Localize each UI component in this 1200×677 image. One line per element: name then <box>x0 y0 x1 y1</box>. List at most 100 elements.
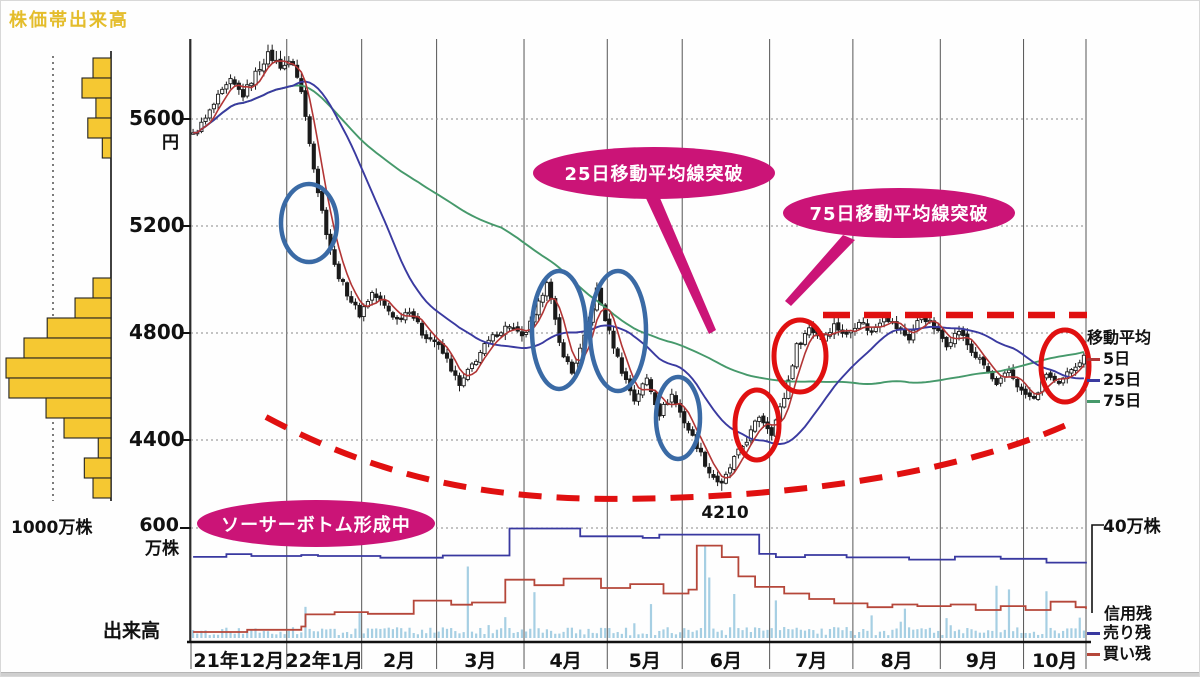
volume-bar <box>254 628 257 638</box>
candle-down <box>428 337 433 340</box>
volume-bar <box>433 632 436 638</box>
candle-down <box>320 190 325 211</box>
candle-down <box>395 316 400 320</box>
candle-up <box>744 441 749 446</box>
volume-bar <box>462 632 465 638</box>
volume-bar <box>903 608 907 638</box>
volume-bar <box>308 628 311 638</box>
candle-up <box>782 397 787 408</box>
candle-down <box>798 342 803 345</box>
candle-down <box>611 330 616 349</box>
candle-up <box>461 377 466 387</box>
volume-bar <box>803 630 807 638</box>
volume-bar <box>733 594 736 638</box>
month-label: 6月 <box>709 650 743 672</box>
volume-bar <box>824 634 827 638</box>
volume-bar <box>1049 627 1052 638</box>
volume-bar <box>953 631 956 638</box>
candle-up <box>265 51 271 65</box>
volume-bar <box>878 631 882 638</box>
annotation-pointers <box>644 191 855 334</box>
volume-bar <box>441 627 444 638</box>
volume-bar <box>924 629 927 638</box>
candle-up <box>948 342 953 347</box>
candle-down <box>561 342 566 358</box>
candle-down <box>419 322 425 336</box>
volume-bar <box>1020 632 1023 638</box>
candle-down <box>240 89 246 98</box>
candle-down <box>453 370 458 376</box>
volume-bar <box>566 627 569 638</box>
volume-bar <box>683 628 686 638</box>
candle-up <box>469 363 475 369</box>
volume-bar <box>616 632 619 638</box>
volume-bar <box>266 631 270 638</box>
volume-bar <box>1024 632 1027 638</box>
volume-bar <box>907 627 911 638</box>
volume-bar <box>321 628 324 638</box>
candle-down <box>965 333 970 346</box>
candle-down <box>1031 395 1037 399</box>
volume-bar <box>533 592 536 638</box>
candle-down <box>711 474 716 478</box>
volume-bar <box>395 627 399 638</box>
candle-up <box>282 64 287 70</box>
price-unit-label: 円 <box>162 133 179 153</box>
candle-up <box>956 330 962 336</box>
volume-bar <box>537 628 540 638</box>
candle-up <box>507 326 512 329</box>
candle-up <box>669 393 674 403</box>
candle-down <box>690 429 695 436</box>
red-dashed-annotations <box>264 311 1087 502</box>
month-label: 7月 <box>795 650 828 672</box>
volume-bar <box>999 632 1002 638</box>
legend-label: 25日 <box>1103 370 1142 389</box>
red-highlight-ellipse <box>732 387 782 463</box>
volume-bar <box>241 633 245 638</box>
candle-down <box>390 312 395 318</box>
volume-bar <box>724 634 728 638</box>
volume-bar <box>579 629 582 638</box>
candle-down <box>494 334 500 337</box>
volume-bar <box>762 630 765 638</box>
candle-down <box>1056 380 1061 384</box>
volume-bar <box>624 627 628 638</box>
volume-bar <box>962 633 965 638</box>
volume-bar <box>853 635 857 638</box>
candle-down <box>973 351 978 358</box>
candle-down <box>648 379 654 392</box>
volume-bar <box>325 629 328 638</box>
candle-up <box>794 343 799 368</box>
volume-bar <box>1016 627 1019 638</box>
volume-bar <box>221 629 224 638</box>
legend-item: 5日 <box>1087 348 1151 369</box>
candle-down <box>457 375 462 386</box>
volume-bar <box>283 634 286 638</box>
volume-bar <box>529 628 532 638</box>
candle-up <box>253 70 258 86</box>
candle-up <box>211 103 216 110</box>
volume-bar <box>816 633 819 638</box>
volume-bar <box>541 632 544 638</box>
margin-balance-lines <box>193 527 1087 633</box>
candle-up <box>544 282 549 297</box>
volume-bar <box>316 631 320 638</box>
volume-bar <box>562 631 565 638</box>
short-balance-line <box>193 527 1087 564</box>
volume-bar <box>233 633 236 638</box>
histogram-bar <box>95 97 112 119</box>
legend-color-dash <box>1087 653 1100 656</box>
bottom-gray-strip <box>1 672 1199 676</box>
ma-line-25 <box>193 80 1084 445</box>
candle-up <box>757 416 762 422</box>
volume-bar <box>791 629 794 638</box>
volume-bar <box>849 630 852 638</box>
histogram-unit-label: 1000万株 <box>11 518 93 538</box>
volume-bar <box>649 604 653 638</box>
candle-down <box>703 451 708 467</box>
volume-bar <box>516 632 519 638</box>
volume-bar <box>837 627 840 638</box>
volume-bar <box>208 635 211 638</box>
volume-bar <box>670 633 673 638</box>
legend-color-dash <box>1087 632 1100 635</box>
